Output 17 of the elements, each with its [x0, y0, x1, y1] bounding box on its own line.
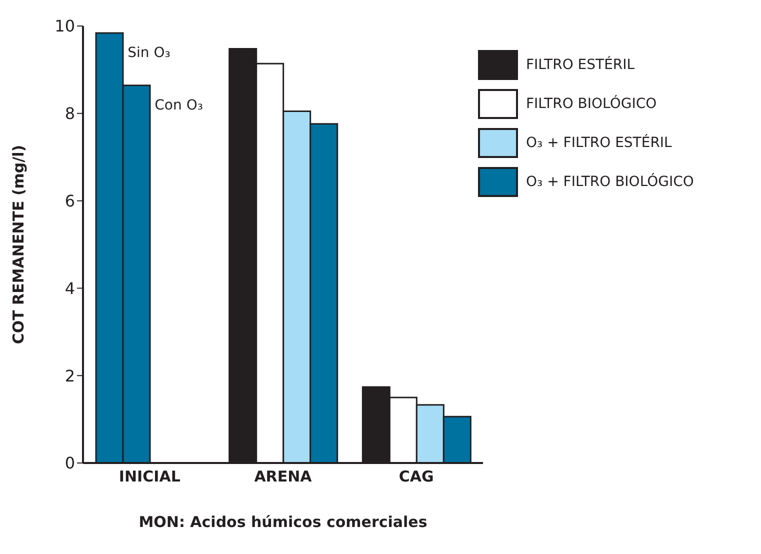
legend-label: FILTRO BIOLÓGICO: [526, 96, 657, 112]
legend-label: O₃ + FILTRO ESTÉRIL: [526, 135, 672, 151]
x-tick-label: ARENA: [254, 468, 312, 486]
legend-label: O₃ + FILTRO BIOLÓGICO: [526, 174, 694, 190]
legend-label: FILTRO ESTÉRIL: [526, 57, 635, 73]
y-axis-title: COT REMANENTE (mg/l): [9, 144, 28, 344]
y-tick-label: 6: [64, 191, 75, 210]
annotation: Con O₃: [154, 97, 203, 114]
y-tick-label: 2: [64, 366, 75, 386]
y-tick-label: 8: [64, 104, 75, 124]
y-tick-label: 0: [64, 454, 75, 473]
annotation: Sin O₃: [128, 44, 170, 61]
x-tick-label: INICIAL: [118, 468, 181, 486]
y-tick-label: 4: [64, 278, 75, 298]
x-axis-title: MON: Acidos húmicos comerciales: [138, 513, 428, 531]
y-tick-label: 10: [54, 16, 75, 36]
x-tick-label: CAG: [398, 468, 434, 486]
